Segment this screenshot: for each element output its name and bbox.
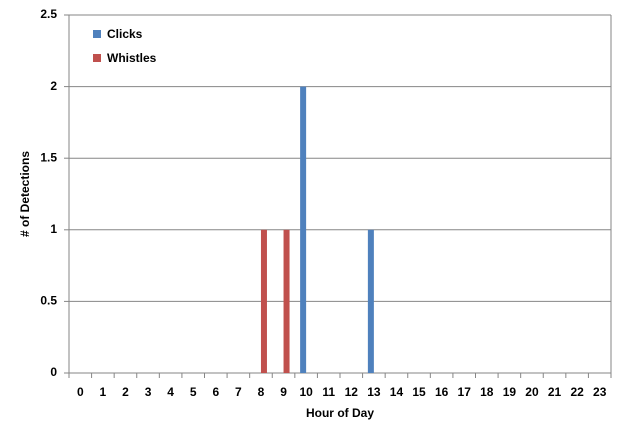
legend-label: Clicks (107, 27, 143, 41)
y-tick-label: 1.5 (40, 150, 57, 164)
x-tick-label: 10 (299, 385, 313, 399)
x-tick-label: 22 (570, 385, 584, 399)
x-tick-label: 13 (367, 385, 381, 399)
x-tick-label: 23 (593, 385, 607, 399)
x-tick-label: 2 (122, 385, 129, 399)
y-tick-label: 1 (50, 222, 57, 236)
x-tick-label: 8 (258, 385, 265, 399)
bar (260, 229, 267, 373)
x-tick-label: 12 (345, 385, 359, 399)
x-tick-label: 1 (100, 385, 107, 399)
y-tick-label: 0 (50, 365, 57, 379)
bar (283, 229, 290, 373)
y-axis-title: # of Detections (18, 151, 32, 237)
x-tick-label: 17 (458, 385, 472, 399)
legend-swatch (93, 30, 101, 38)
x-tick-label: 19 (503, 385, 517, 399)
y-tick-label: 2.5 (40, 7, 57, 21)
x-tick-label: 11 (322, 385, 335, 399)
y-tick-label: 0.5 (40, 294, 57, 308)
x-tick-label: 16 (435, 385, 449, 399)
x-tick-label: 0 (77, 385, 84, 399)
x-tick-label: 18 (480, 385, 494, 399)
y-tick-label: 2 (50, 79, 57, 93)
x-tick-label: 20 (525, 385, 539, 399)
x-tick-label: 15 (412, 385, 426, 399)
x-tick-label: 9 (280, 385, 287, 399)
x-tick-label: 7 (235, 385, 242, 399)
x-tick-label: 5 (190, 385, 197, 399)
legend-swatch (93, 54, 101, 62)
x-tick-label: 14 (390, 385, 404, 399)
x-tick-label: 21 (548, 385, 562, 399)
bar (367, 229, 374, 373)
x-tick-label: 6 (212, 385, 219, 399)
x-tick-label: 4 (167, 385, 174, 399)
x-axis-title: Hour of Day (306, 406, 374, 420)
bar (300, 86, 307, 373)
legend-label: Whistles (107, 51, 157, 65)
x-tick-label: 3 (145, 385, 152, 399)
